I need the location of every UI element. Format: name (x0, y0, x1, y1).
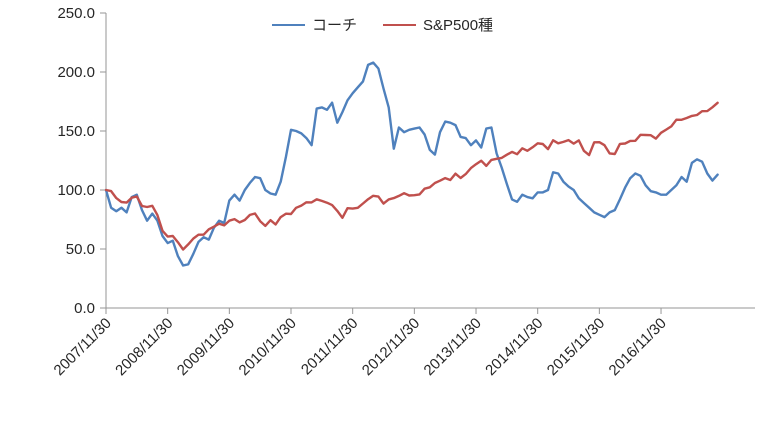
x-axis-tick-label: 2008/11/30 (112, 315, 176, 379)
y-axis-tick-label: 0.0 (74, 300, 95, 317)
coach-series-swatch (272, 23, 305, 26)
chart-legend: コーチ S&P500種 (272, 14, 493, 35)
sp500-series-line (104, 101, 719, 251)
y-axis-tick-label: 50.0 (66, 241, 95, 258)
legend-label-sp500: S&P500種 (423, 17, 494, 34)
legend-label-coach: コーチ (312, 17, 358, 34)
y-axis-tick-label: 250.0 (57, 5, 95, 22)
x-axis-tick-label: 2014/11/30 (482, 315, 546, 379)
coach-series-line (104, 61, 719, 267)
y-axis-tick-label: 200.0 (57, 64, 95, 81)
x-axis-tick-label: 2007/11/30 (51, 315, 115, 379)
sp500-series-swatch (383, 23, 417, 26)
x-axis-tick-label: 2009/11/30 (174, 315, 238, 379)
x-axis-tick-label: 2012/11/30 (359, 315, 423, 379)
x-axis-tick-label: 2011/11/30 (298, 315, 362, 379)
legend-item-sp500: S&P500種 (383, 14, 493, 35)
y-axis-tick-label: 150.0 (57, 123, 95, 140)
x-axis-tick-label: 2016/11/30 (606, 315, 670, 379)
x-axis-tick-label: 2010/11/30 (236, 315, 300, 379)
x-axis-tick-label: 2015/11/30 (544, 315, 608, 379)
y-axis-tick-label: 100.0 (57, 182, 95, 199)
x-axis-tick-label: 2013/11/30 (421, 315, 485, 379)
legend-item-coach: コーチ (272, 14, 357, 35)
